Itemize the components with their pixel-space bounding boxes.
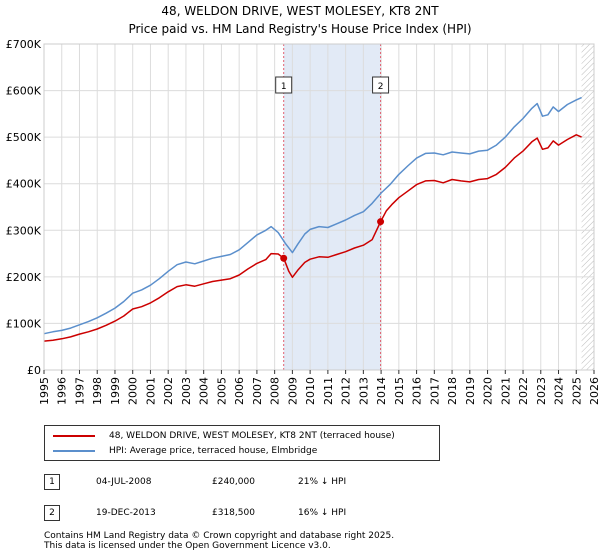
plot-frame [43,43,595,371]
y-tick-label: £0 [27,364,41,377]
x-tick-label: 2010 [304,377,317,405]
x-tick-label: 2000 [127,377,140,405]
legend-line-property [53,435,95,437]
x-tick-label: 2007 [251,377,264,405]
transaction-price: £318,500 [212,508,255,518]
x-tick-label: 2006 [233,377,246,405]
y-tick-label: £600K [6,85,42,98]
x-tick-label: 2018 [446,377,459,405]
y-tick-label: £700K [6,38,42,51]
x-tick-label: 2008 [269,377,282,405]
price-chart: 1 2 £0 £100K £200K £300K £400K £500K £600K £700K 1… [6,38,600,405]
transaction-price: £240,000 [212,477,255,487]
transaction-date: 19-DEC-2013 [96,508,156,518]
x-tick-label: 2017 [428,377,441,405]
y-tick-label: £100K [6,317,42,330]
chart-title: 48, WELDON DRIVE, WEST MOLESEY, KT8 2NT … [0,2,600,38]
x-tick-label: 2009 [286,377,299,405]
marker-label: 2 [378,82,384,92]
shaded-period [283,44,381,370]
x-tick-label: 1996 [56,377,69,405]
x-tick-label: 2003 [180,377,193,405]
transaction-hpi-diff: 16% ↓ HPI [298,508,347,518]
y-tick-label: £500K [6,131,42,144]
legend-label-hpi: HPI: Average price, terraced house, Elmb… [109,446,318,456]
title-line-2: Price paid vs. HM Land Registry's House … [128,22,472,36]
x-tick-label: 2004 [198,377,211,405]
x-tick-label: 2025 [570,377,583,405]
x-tick-label: 1997 [73,377,86,405]
transaction-hpi-diff: 21% ↓ HPI [298,477,347,487]
y-tick-label: £300K [6,224,42,237]
x-tick-label: 2012 [340,377,353,405]
forecast-hatch [581,44,594,370]
footer-line-2: This data is licensed under the Open Gov… [44,541,331,551]
legend-label-property: 48, WELDON DRIVE, WEST MOLESEY, KT8 2NT … [109,431,395,441]
x-tick-label: 2002 [162,377,175,405]
marker-box [275,76,293,94]
x-tick-label: 2014 [375,377,388,405]
transaction-date: 04-JUL-2008 [96,477,152,487]
x-tick-label: 2019 [464,377,477,405]
x-tick-label: 2026 [588,377,600,405]
transaction-badge: 1 [44,474,60,490]
footer: Contains HM Land Registry data © Crown c… [44,531,394,551]
sale-point [280,254,288,262]
x-tick-label: 2005 [215,377,228,405]
y-tick-label: £400K [6,178,42,191]
x-tick-label: 1998 [91,377,104,405]
x-tick-label: 2016 [411,377,424,405]
x-tick-label: 2013 [357,377,370,405]
x-tick-label: 2023 [535,377,548,405]
legend: 48, WELDON DRIVE, WEST MOLESEY, KT8 2NT … [44,425,440,461]
sale-point [377,218,385,226]
transaction-badge: 2 [44,505,60,521]
x-tick-label: 1999 [109,377,122,405]
footer-line-1: Contains HM Land Registry data © Crown c… [44,531,395,541]
x-tick-label: 2021 [499,377,512,405]
y-tick-label: £200K [6,271,42,284]
x-tick-label: 1995 [38,377,51,405]
x-tick-label: 2020 [482,377,495,405]
x-tick-label: 2015 [393,377,406,405]
hpi-line [43,96,582,335]
property-line [43,134,582,342]
x-tick-label: 2022 [517,377,530,405]
marker-label: 1 [281,82,287,92]
marker-box [372,76,390,94]
x-tick-label: 2001 [144,377,157,405]
x-tick-label: 2024 [553,377,566,405]
x-tick-label: 2011 [322,377,335,405]
title-line-1: 48, WELDON DRIVE, WEST MOLESEY, KT8 2NT [161,4,439,18]
legend-line-hpi [53,450,95,452]
